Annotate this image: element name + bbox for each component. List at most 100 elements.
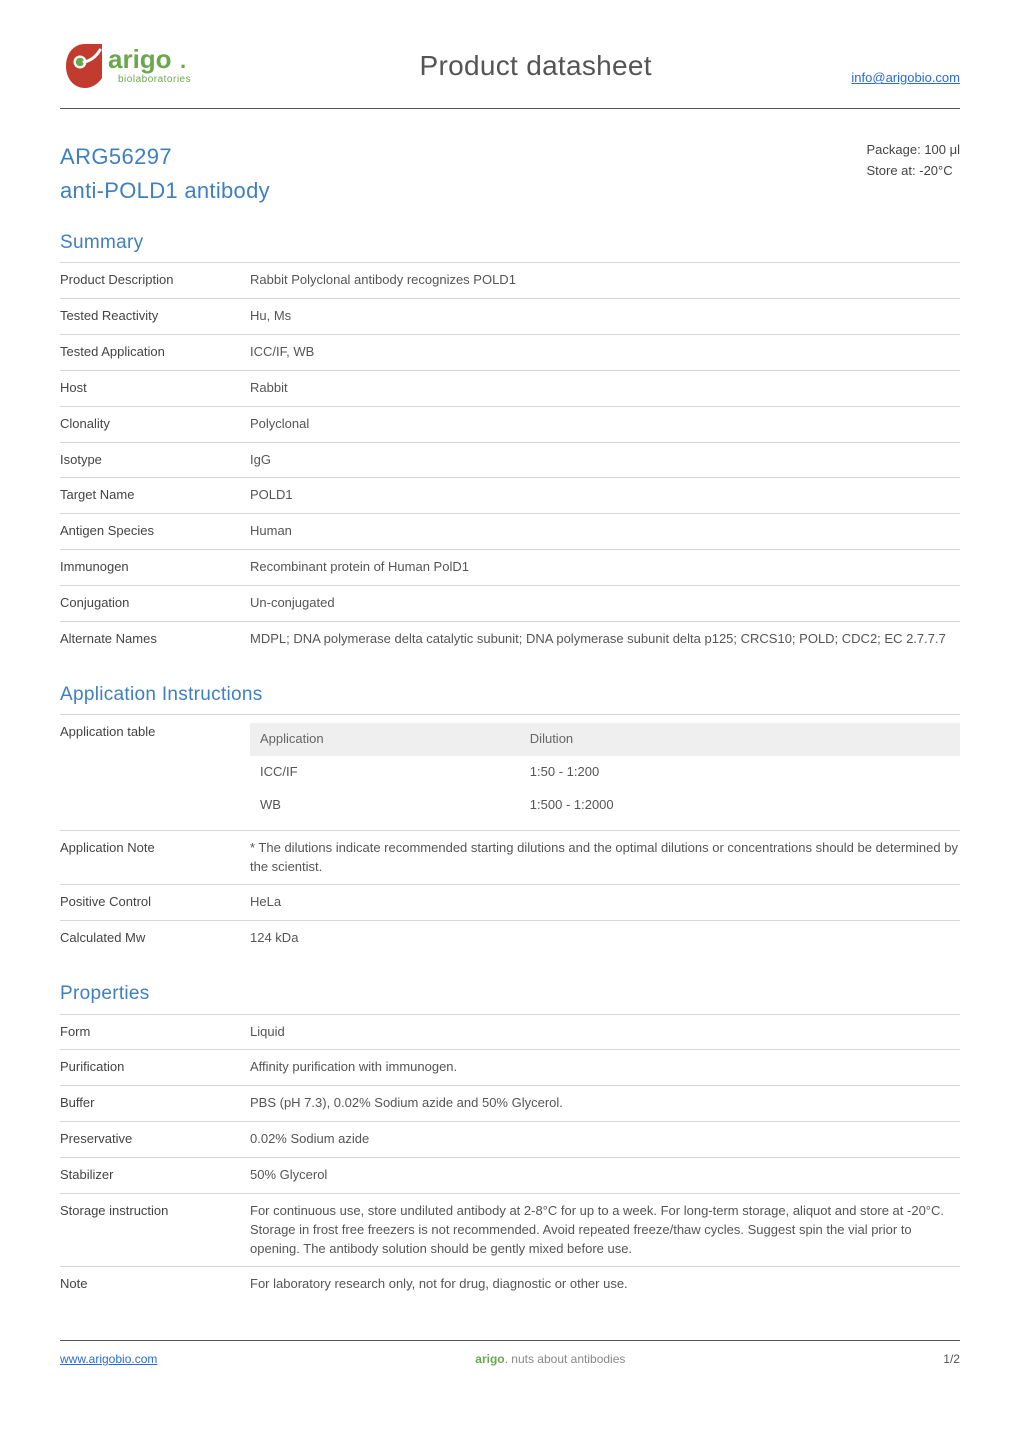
app-note-key: Application Note: [60, 839, 250, 877]
header: arigo . biolaboratories Product datashee…: [60, 38, 960, 109]
summary-key: Clonality: [60, 415, 250, 434]
properties-key: Form: [60, 1023, 250, 1042]
properties-key: Preservative: [60, 1130, 250, 1149]
svg-text:.: .: [180, 48, 186, 73]
summary-value: MDPL; DNA polymerase delta catalytic sub…: [250, 630, 960, 649]
properties-value: For laboratory research only, not for dr…: [250, 1275, 960, 1294]
summary-row: Product DescriptionRabbit Polyclonal ant…: [60, 262, 960, 298]
app-table-label: Application table: [60, 723, 250, 742]
summary-row: Tested ReactivityHu, Ms: [60, 298, 960, 334]
app-note-key: Calculated Mw: [60, 929, 250, 948]
summary-row: HostRabbit: [60, 370, 960, 406]
app-note-key: Positive Control: [60, 893, 250, 912]
properties-value: 0.02% Sodium azide: [250, 1130, 960, 1149]
summary-row: Target NamePOLD1: [60, 477, 960, 513]
footer-page-number: 1/2: [943, 1351, 960, 1368]
summary-value: Recombinant protein of Human PolD1: [250, 558, 960, 577]
package-info: Package: 100 μl Store at: -20°C: [866, 141, 960, 183]
app-note-row: Application Note* The dilutions indicate…: [60, 830, 960, 885]
summary-key: Conjugation: [60, 594, 250, 613]
properties-value: Affinity purification with immunogen.: [250, 1058, 960, 1077]
app-cell-dilution: 1:500 - 1:2000: [520, 789, 960, 822]
contact-email-link[interactable]: info@arigobio.com: [851, 69, 960, 94]
summary-value: Rabbit Polyclonal antibody recognizes PO…: [250, 271, 960, 290]
app-col-application: Application: [250, 723, 520, 756]
properties-row: NoteFor laboratory research only, not fo…: [60, 1266, 960, 1302]
application-table: Application Dilution ICC/IF 1:50 - 1:200…: [250, 723, 960, 822]
summary-value: IgG: [250, 451, 960, 470]
summary-section: Summary Product DescriptionRabbit Polycl…: [60, 229, 960, 657]
properties-value: PBS (pH 7.3), 0.02% Sodium azide and 50%…: [250, 1094, 960, 1113]
properties-row: BufferPBS (pH 7.3), 0.02% Sodium azide a…: [60, 1085, 960, 1121]
summary-key: Host: [60, 379, 250, 398]
properties-title: Properties: [60, 980, 960, 1008]
footer-brand: arigo: [475, 1352, 504, 1366]
app-note-value: * The dilutions indicate recommended sta…: [250, 839, 960, 877]
properties-key: Storage instruction: [60, 1202, 250, 1259]
application-instructions-section: Application Instructions Application tab…: [60, 681, 960, 956]
footer-tagline: arigo. nuts about antibodies: [475, 1351, 625, 1368]
summary-title: Summary: [60, 229, 960, 257]
brand-block: arigo . biolaboratories: [60, 38, 220, 94]
store-value: -20°C: [919, 163, 952, 178]
app-note-value: 124 kDa: [250, 929, 960, 948]
brand-logo-icon: arigo . biolaboratories: [60, 38, 220, 94]
product-heading: ARG56297 anti-POLD1 antibody Package: 10…: [60, 141, 960, 207]
summary-value: Un-conjugated: [250, 594, 960, 613]
summary-row: Antigen SpeciesHuman: [60, 513, 960, 549]
page-title: Product datasheet: [420, 46, 652, 87]
summary-key: Target Name: [60, 486, 250, 505]
summary-key: Immunogen: [60, 558, 250, 577]
app-cell-application: ICC/IF: [250, 756, 520, 789]
footer: www.arigobio.com arigo. nuts about antib…: [60, 1340, 960, 1368]
footer-site-link[interactable]: www.arigobio.com: [60, 1351, 157, 1368]
footer-tag-rest: . nuts about antibodies: [505, 1352, 626, 1366]
properties-value: 50% Glycerol: [250, 1166, 960, 1185]
properties-key: Buffer: [60, 1094, 250, 1113]
product-name: anti-POLD1 antibody: [60, 175, 270, 207]
package-line: Package: 100 μl: [866, 141, 960, 160]
app-note-row: Calculated Mw124 kDa: [60, 920, 960, 956]
properties-row: Stabilizer50% Glycerol: [60, 1157, 960, 1193]
app-note-row: Positive ControlHeLa: [60, 884, 960, 920]
summary-value: POLD1: [250, 486, 960, 505]
summary-value: Polyclonal: [250, 415, 960, 434]
app-table-wrap: Application Dilution ICC/IF 1:50 - 1:200…: [250, 723, 960, 822]
summary-rows: Product DescriptionRabbit Polyclonal ant…: [60, 262, 960, 656]
properties-row: PurificationAffinity purification with i…: [60, 1049, 960, 1085]
summary-key: Product Description: [60, 271, 250, 290]
properties-key: Purification: [60, 1058, 250, 1077]
package-label: Package:: [866, 142, 920, 157]
summary-value: ICC/IF, WB: [250, 343, 960, 362]
app-note-value: HeLa: [250, 893, 960, 912]
product-code: ARG56297: [60, 141, 270, 173]
product-title-group: ARG56297 anti-POLD1 antibody: [60, 141, 270, 207]
properties-key: Stabilizer: [60, 1166, 250, 1185]
summary-key: Tested Reactivity: [60, 307, 250, 326]
summary-row: ClonalityPolyclonal: [60, 406, 960, 442]
properties-section: Properties FormLiquid PurificationAffini…: [60, 980, 960, 1302]
summary-key: Alternate Names: [60, 630, 250, 649]
summary-value: Rabbit: [250, 379, 960, 398]
app-table-row: Application table Application Dilution I…: [60, 714, 960, 830]
summary-row: ImmunogenRecombinant protein of Human Po…: [60, 549, 960, 585]
app-col-dilution: Dilution: [520, 723, 960, 756]
app-row: ICC/IF 1:50 - 1:200: [250, 756, 960, 789]
app-row: WB 1:500 - 1:2000: [250, 789, 960, 822]
summary-row: Tested ApplicationICC/IF, WB: [60, 334, 960, 370]
properties-row: Preservative0.02% Sodium azide: [60, 1121, 960, 1157]
app-cell-dilution: 1:50 - 1:200: [520, 756, 960, 789]
summary-value: Hu, Ms: [250, 307, 960, 326]
properties-row: Storage instructionFor continuous use, s…: [60, 1193, 960, 1267]
svg-text:arigo: arigo: [108, 44, 172, 74]
app-cell-application: WB: [250, 789, 520, 822]
summary-key: Antigen Species: [60, 522, 250, 541]
summary-key: Isotype: [60, 451, 250, 470]
properties-key: Note: [60, 1275, 250, 1294]
properties-value: For continuous use, store undiluted anti…: [250, 1202, 960, 1259]
summary-row: IsotypeIgG: [60, 442, 960, 478]
svg-text:biolaboratories: biolaboratories: [118, 74, 191, 85]
summary-row: ConjugationUn-conjugated: [60, 585, 960, 621]
store-line: Store at: -20°C: [866, 162, 960, 181]
summary-value: Human: [250, 522, 960, 541]
